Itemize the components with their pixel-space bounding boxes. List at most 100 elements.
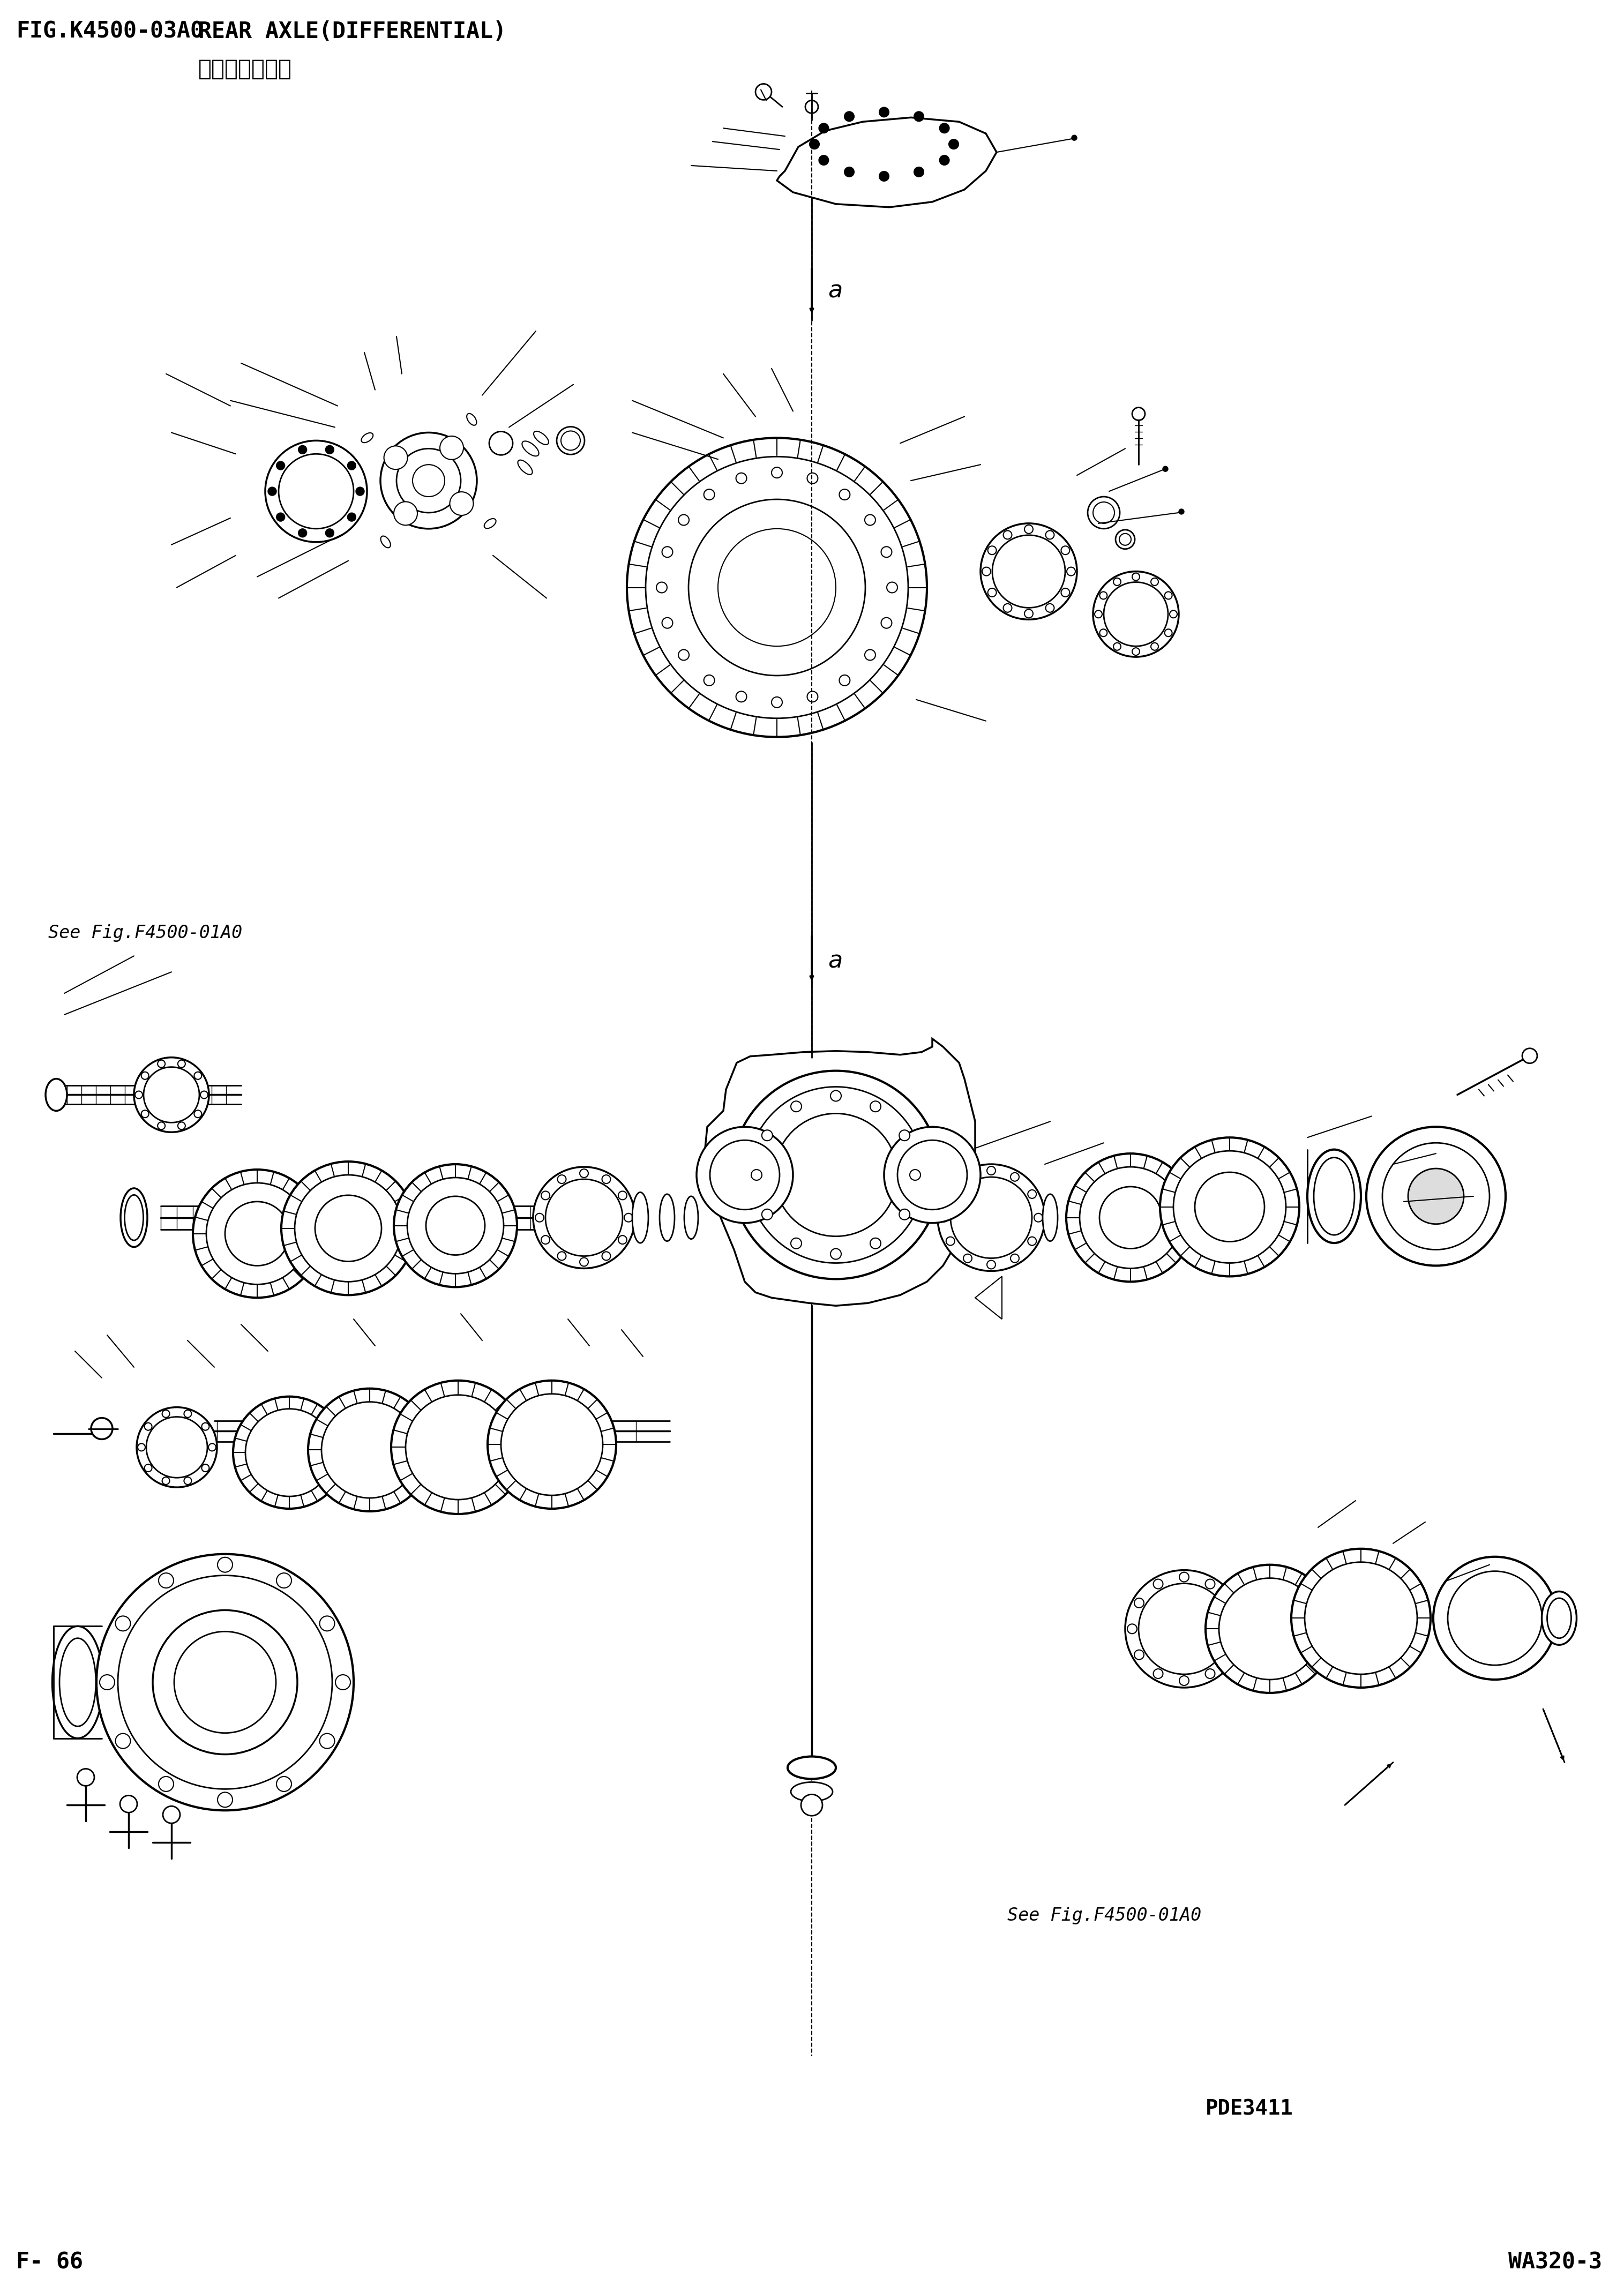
Circle shape [879, 107, 888, 116]
Ellipse shape [380, 535, 390, 547]
Circle shape [870, 1100, 880, 1112]
Circle shape [801, 1795, 822, 1816]
Circle shape [325, 528, 335, 538]
Circle shape [162, 1476, 169, 1485]
Circle shape [627, 437, 927, 738]
Circle shape [279, 453, 354, 528]
Text: FIG.K4500-03A0: FIG.K4500-03A0 [16, 21, 203, 43]
Circle shape [1114, 579, 1121, 585]
Circle shape [663, 617, 672, 629]
Circle shape [1116, 531, 1135, 549]
Circle shape [299, 528, 307, 538]
Circle shape [1028, 1237, 1036, 1246]
Circle shape [1366, 1128, 1505, 1267]
Circle shape [1151, 642, 1158, 649]
Circle shape [158, 1123, 166, 1130]
Text: See Fig.F4500-01A0: See Fig.F4500-01A0 [49, 925, 242, 941]
Ellipse shape [659, 1194, 674, 1242]
Circle shape [487, 1380, 615, 1508]
Circle shape [818, 123, 828, 132]
Circle shape [771, 467, 783, 478]
Circle shape [1104, 583, 1168, 647]
Circle shape [580, 1257, 588, 1267]
Ellipse shape [396, 449, 461, 513]
Circle shape [1132, 408, 1145, 421]
Circle shape [536, 1214, 544, 1221]
Circle shape [560, 431, 580, 451]
Circle shape [689, 499, 866, 677]
Circle shape [1093, 572, 1179, 656]
Circle shape [1072, 134, 1077, 141]
Circle shape [557, 1251, 567, 1260]
Circle shape [1169, 611, 1177, 617]
Circle shape [1164, 629, 1173, 636]
Circle shape [1114, 642, 1121, 649]
Circle shape [245, 1408, 333, 1497]
Ellipse shape [788, 1756, 836, 1779]
Circle shape [533, 1166, 635, 1269]
Circle shape [1447, 1572, 1543, 1665]
Circle shape [1080, 1166, 1181, 1269]
Circle shape [226, 1201, 289, 1267]
Ellipse shape [380, 433, 477, 528]
Circle shape [201, 1465, 209, 1472]
Circle shape [963, 1173, 971, 1182]
Ellipse shape [684, 1196, 698, 1239]
Circle shape [348, 513, 356, 522]
Circle shape [1067, 1153, 1195, 1283]
Circle shape [940, 123, 948, 132]
Circle shape [1067, 567, 1075, 576]
Ellipse shape [125, 1196, 143, 1239]
Circle shape [810, 139, 818, 148]
Polygon shape [776, 118, 997, 207]
Circle shape [1224, 1599, 1234, 1608]
Circle shape [940, 155, 948, 164]
Circle shape [718, 528, 836, 647]
Circle shape [320, 1615, 335, 1631]
Circle shape [870, 1237, 880, 1248]
Circle shape [1151, 579, 1158, 585]
Circle shape [320, 1734, 335, 1750]
Circle shape [1205, 1579, 1215, 1588]
Circle shape [1160, 1137, 1299, 1276]
Circle shape [299, 446, 307, 453]
Circle shape [541, 1191, 551, 1201]
Ellipse shape [45, 1080, 67, 1112]
Circle shape [1099, 592, 1108, 599]
Circle shape [679, 649, 689, 661]
Circle shape [276, 1574, 291, 1588]
Circle shape [159, 1574, 174, 1588]
Circle shape [940, 1214, 948, 1221]
Circle shape [136, 1408, 218, 1488]
Circle shape [1119, 533, 1130, 544]
Circle shape [174, 1631, 276, 1734]
Circle shape [1134, 1649, 1143, 1661]
Circle shape [78, 1768, 94, 1786]
Circle shape [96, 1554, 354, 1811]
Ellipse shape [1307, 1150, 1361, 1244]
Ellipse shape [484, 519, 495, 528]
Text: a: a [828, 950, 843, 973]
Circle shape [541, 1235, 551, 1244]
Circle shape [276, 462, 284, 469]
Circle shape [656, 583, 667, 592]
Circle shape [1034, 1214, 1043, 1221]
Circle shape [603, 1251, 611, 1260]
Circle shape [844, 166, 854, 178]
Circle shape [1025, 608, 1033, 617]
Circle shape [898, 1141, 968, 1210]
Circle shape [1408, 1169, 1463, 1223]
Circle shape [981, 524, 1077, 620]
Circle shape [710, 1141, 780, 1210]
Circle shape [807, 474, 818, 483]
Circle shape [900, 1210, 909, 1219]
Circle shape [557, 426, 585, 456]
Circle shape [1231, 1624, 1241, 1633]
Circle shape [1179, 1677, 1189, 1686]
Ellipse shape [791, 1781, 833, 1802]
Circle shape [775, 1114, 898, 1237]
Ellipse shape [52, 1626, 104, 1738]
Circle shape [736, 690, 747, 702]
Circle shape [162, 1410, 169, 1417]
Circle shape [900, 1130, 909, 1141]
